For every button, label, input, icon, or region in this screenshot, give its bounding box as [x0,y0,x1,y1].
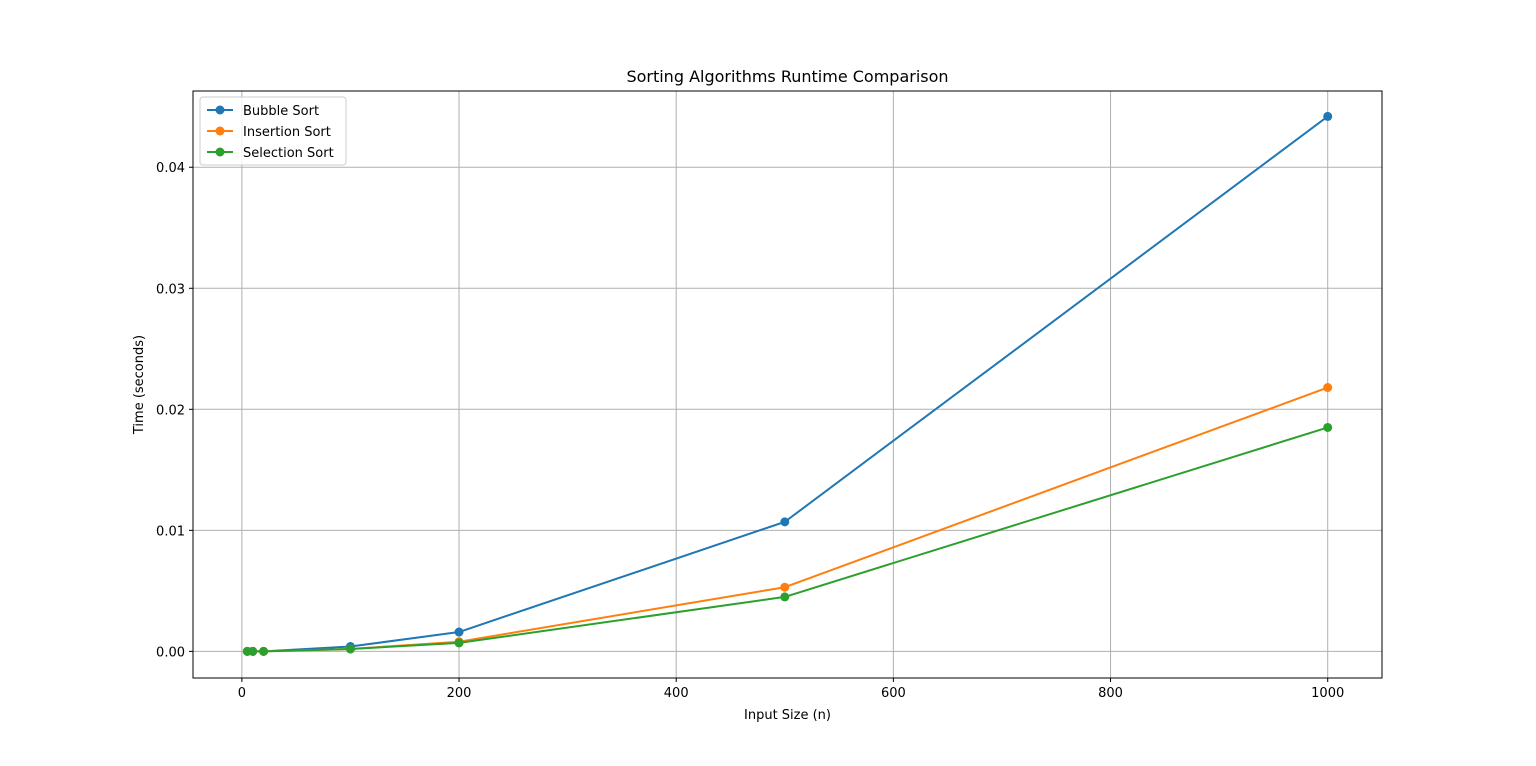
data-point [454,627,464,637]
legend-marker [215,105,225,115]
axis-ticks: 0 200 400 600 800 1000 0.00 0.01 0.02 0.03 0.04 [156,161,1344,701]
x-tick-label: 1000 [1311,686,1344,701]
y-tick-label: 0.01 [156,524,185,539]
chart-title: Sorting Algorithms Runtime Comparison [626,67,948,86]
legend-marker [215,147,225,157]
data-point [1323,383,1333,393]
data-point [454,638,464,648]
data-point [259,646,269,656]
data-point [345,644,355,654]
series-lines [242,111,1333,656]
data-point [780,592,790,602]
grid-lines [193,91,1382,678]
data-point [248,646,258,656]
legend-box [199,96,347,166]
y-tick-label: 0.00 [156,645,185,660]
x-axis-label: Input Size (n) [744,708,831,723]
y-tick-label: 0.04 [156,161,185,176]
y-axis-label: Time (seconds) [132,335,147,435]
data-point [780,582,790,592]
x-tick-label: 0 [238,686,246,701]
x-tick-label: 200 [447,686,472,701]
legend-label: Insertion Sort [243,125,331,140]
x-tick-label: 800 [1098,686,1123,701]
legend-label: Selection Sort [243,146,334,161]
data-point [1323,422,1333,432]
legend-marker [215,126,225,136]
plot-area-frame [192,90,1383,679]
data-point [780,517,790,527]
x-tick-label: 400 [664,686,689,701]
x-tick-label: 600 [881,686,906,701]
legend: Bubble Sort Insertion Sort Selection Sort [199,96,347,166]
legend-label: Bubble Sort [243,104,319,119]
y-tick-label: 0.02 [156,403,185,418]
y-tick-label: 0.03 [156,282,185,297]
data-point [1323,111,1333,121]
series-selection-sort [242,422,1333,656]
